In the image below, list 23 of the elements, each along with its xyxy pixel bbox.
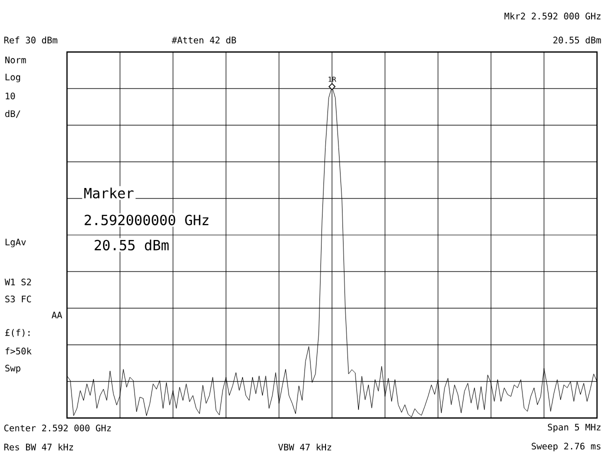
- text: Center 2.592 000 GHz: [4, 424, 111, 432]
- text: Swp: [5, 364, 20, 374]
- text: W1 S2: [4, 278, 31, 286]
- annotation: 20.55 dBm: [94, 240, 169, 250]
- text: Log: [6, 74, 20, 82]
- annotation: Marker: [84, 188, 134, 198]
- text: 20.55 dBm: [553, 36, 601, 44]
- annotation: 2.592000000 GHz: [84, 214, 208, 226]
- text: LgAv: [6, 238, 26, 248]
- text: VBW 47 kHz: [278, 444, 332, 450]
- text: Res BW 47 kHz: [4, 444, 74, 450]
- text: Span 5 MHz: [548, 424, 600, 432]
- text: Mkr2 2.592 000 GHz: [504, 12, 600, 20]
- text: S3 FC: [5, 296, 31, 302]
- text: AA: [52, 312, 62, 318]
- text: Ref 30 dBm: [4, 36, 58, 44]
- text: #Atten 42 dB: [172, 36, 236, 44]
- text: dB/: [5, 110, 20, 118]
- text: Norm: [5, 56, 26, 64]
- text: 10: [6, 92, 15, 100]
- text: £(f):: [5, 329, 30, 337]
- text: Sweep 2.76 ms: [532, 442, 600, 452]
- text: f>50k: [6, 348, 32, 354]
